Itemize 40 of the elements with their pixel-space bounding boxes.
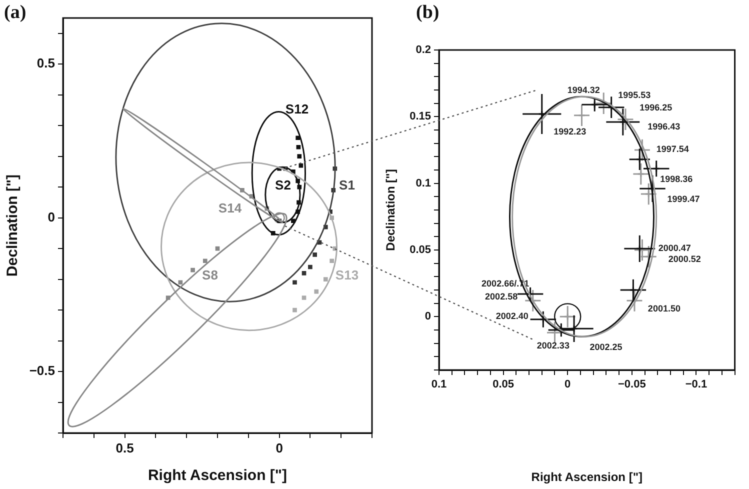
annotation: 2002.40 [496,310,528,321]
chart-title: (a) [4,2,26,24]
annotation: 1994.32 [567,85,600,96]
annotation: 1999.47 [667,194,700,204]
x-tick-label: 0.1 [431,378,447,391]
annotation: 2002.33 [536,340,570,350]
annotation: 2000.52 [668,254,701,264]
y-tick-label: −0.5 [29,363,55,378]
annotation: 1995.53 [618,90,651,100]
y-tick-label: 0.15 [410,110,431,123]
x-tick-label: 0.05 [492,378,514,391]
annotation: S8 [202,268,218,282]
y-tick-label: 0 [424,310,431,323]
x-tick-label: −0.1 [685,378,708,391]
y-tick-label: 0.2 [416,44,431,56]
annotation: 2002.25 [590,342,622,352]
annotation: 1996.43 [648,121,680,132]
x-axis-title: Right Ascension ["] [148,467,288,484]
annotation: S1 [339,178,355,192]
annotation: S13 [335,268,359,282]
chart-title: (b) [416,2,440,24]
x-tick-label: 0 [564,378,571,391]
annotation: S12 [285,102,309,116]
x-axis-title: Right Ascension ["] [531,470,643,484]
annotation: 1998.36 [660,174,693,184]
y-tick-label: 0.05 [410,244,431,256]
y-axis-title: Declination ["] [384,169,398,251]
annotation: 2001.50 [648,303,680,314]
y-tick-label: 0.1 [416,177,431,190]
annotation: 1996.25 [640,102,672,112]
y-tick-label: 0.5 [36,56,55,71]
y-axis-title: Declination ["] [4,174,22,277]
annotation: 1992.23 [554,126,586,136]
x-tick-label: −0.05 [618,378,646,391]
annotation: 2002.58 [485,291,518,302]
annotation: 2000.47 [658,243,691,254]
annotation: S14 [218,200,242,216]
annotation: 1997.54 [656,144,689,154]
annotation: S2 [275,178,291,192]
y-tick-label: 0 [48,209,55,224]
